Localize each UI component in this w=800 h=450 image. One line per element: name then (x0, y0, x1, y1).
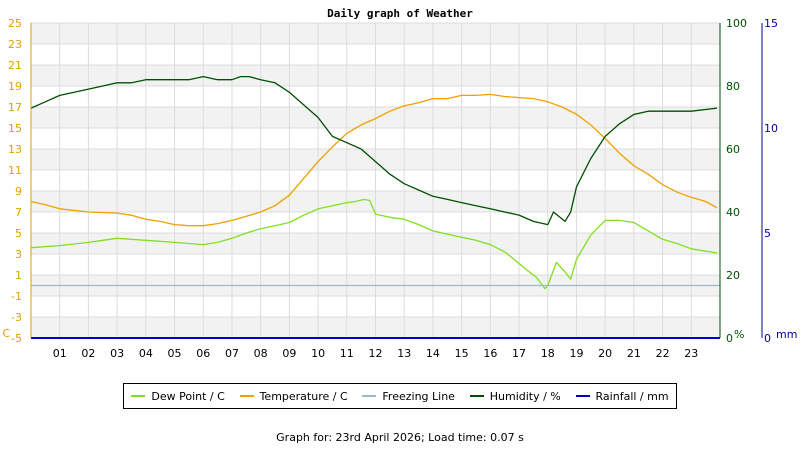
series-line-dew-point-c (30, 198, 718, 290)
tick-label-x: 15 (455, 347, 469, 360)
tick-label-x: 04 (139, 347, 153, 360)
tick-label-left: -3 (11, 311, 22, 324)
tick-label-x: 23 (684, 347, 698, 360)
tick-label-x: 02 (81, 347, 95, 360)
axis-unit-rain: mm (776, 328, 797, 341)
tick-label-humidity: 0 (726, 332, 733, 345)
tick-label-rain: 0 (764, 332, 771, 345)
tick-label-left: 15 (8, 122, 22, 135)
tick-label-left: 1 (15, 269, 22, 282)
tick-label-left: -1 (11, 290, 22, 303)
legend-item: Dew Point / C (131, 389, 225, 403)
tick-label-left: -5 (11, 332, 22, 345)
legend-label: Humidity / % (489, 389, 561, 403)
tick-label-left: 5 (15, 227, 22, 240)
series-line-temperature-c (30, 93, 718, 227)
tick-label-x: 07 (225, 347, 239, 360)
footer-info: Graph for: 23rd April 2026; Load time: 0… (276, 431, 524, 444)
tick-label-left: 9 (15, 185, 22, 198)
legend-label: Freezing Line (382, 389, 455, 403)
tick-label-x: 11 (340, 347, 354, 360)
tick-label-rain: 15 (764, 17, 778, 30)
tick-label-x: 08 (254, 347, 268, 360)
tick-label-x: 21 (627, 347, 641, 360)
legend-label: Dew Point / C (151, 389, 225, 403)
legend-swatch (362, 395, 377, 397)
tick-label-humidity: 60 (726, 143, 740, 156)
legend-swatch (575, 395, 590, 397)
legend-swatch (469, 395, 484, 397)
tick-label-left: 13 (8, 143, 22, 156)
tick-label-left: 25 (8, 17, 22, 30)
legend-label: Temperature / C (259, 389, 348, 403)
tick-label-x: 14 (426, 347, 440, 360)
tick-label-humidity: 40 (726, 206, 740, 219)
tick-label-humidity: 100 (726, 17, 747, 30)
axis-unit-humidity: % (734, 328, 744, 341)
legend-item: Humidity / % (469, 389, 561, 403)
tick-label-x: 13 (397, 347, 411, 360)
series-line-humidity (30, 75, 718, 226)
tick-label-x: 22 (656, 347, 670, 360)
chart-title: Daily graph of Weather (327, 7, 473, 20)
tick-label-x: 16 (483, 347, 497, 360)
tick-label-x: 20 (598, 347, 612, 360)
tick-label-x: 01 (53, 347, 67, 360)
tick-label-x: 17 (512, 347, 526, 360)
tick-label-left: 3 (15, 248, 22, 261)
legend-item: Freezing Line (362, 390, 455, 403)
tick-label-left: 19 (8, 80, 22, 93)
tick-label-x: 05 (168, 347, 182, 360)
legend-label: Rainfall / mm (595, 389, 669, 403)
tick-label-left: 11 (8, 164, 22, 177)
tick-label-x: 09 (282, 347, 296, 360)
tick-label-humidity: 80 (726, 80, 740, 93)
tick-label-left: 23 (8, 38, 22, 51)
tick-label-x: 19 (569, 347, 583, 360)
legend: Dew Point / C Temperature / C Freezing Lin… (123, 383, 677, 409)
tick-label-left: 7 (15, 206, 22, 219)
tick-label-humidity: 20 (726, 269, 740, 282)
legend-item: Temperature / C (239, 389, 348, 403)
tick-label-x: 10 (311, 347, 325, 360)
axes (30, 23, 763, 339)
legend-swatch (239, 395, 254, 397)
legend-swatch (131, 395, 146, 397)
axis-unit-left: C (2, 327, 10, 340)
tick-label-left: 21 (8, 59, 22, 72)
tick-label-rain: 5 (764, 227, 771, 240)
tick-label-x: 03 (110, 347, 124, 360)
legend-item: Rainfall / mm (575, 389, 669, 403)
tick-label-x: 06 (196, 347, 210, 360)
tick-label-rain: 10 (764, 122, 778, 135)
tick-label-x: 12 (369, 347, 383, 360)
tick-label-x: 18 (541, 347, 555, 360)
tick-label-left: 17 (8, 101, 22, 114)
